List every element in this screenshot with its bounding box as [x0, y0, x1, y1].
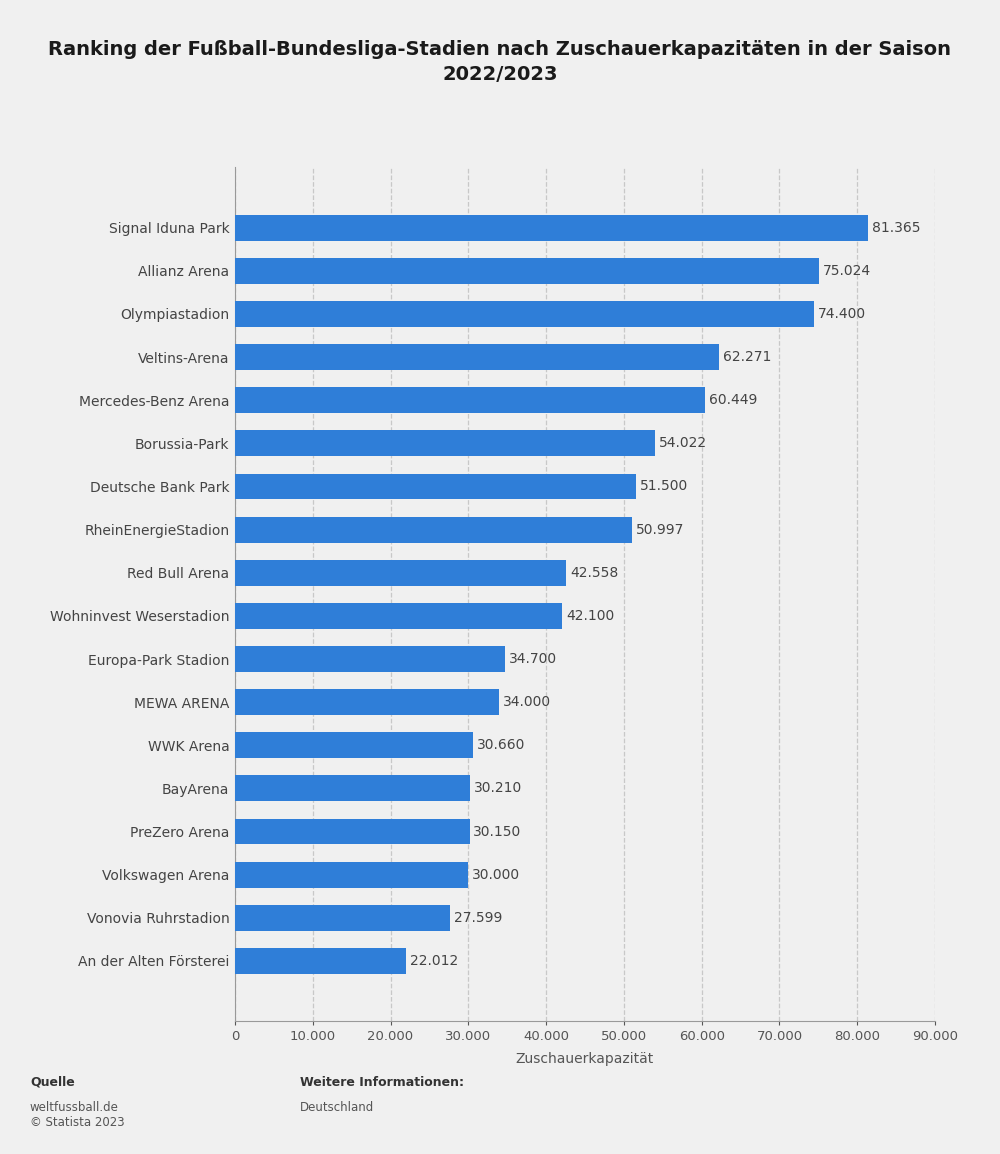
X-axis label: Zuschauerkapazität: Zuschauerkapazität [516, 1051, 654, 1065]
Text: Quelle: Quelle [30, 1076, 75, 1088]
Bar [235, 602, 562, 629]
Bar [235, 301, 814, 327]
Bar [235, 853, 935, 897]
Text: weltfussball.de
© Statista 2023: weltfussball.de © Statista 2023 [30, 1101, 125, 1129]
Text: 30.150: 30.150 [473, 824, 522, 839]
Bar [235, 681, 935, 724]
Text: 30.660: 30.660 [477, 739, 526, 752]
Text: 42.558: 42.558 [570, 565, 618, 579]
Bar [235, 775, 470, 801]
Bar [235, 810, 935, 853]
Bar [235, 257, 819, 284]
Bar [235, 388, 705, 413]
Text: 42.100: 42.100 [566, 609, 615, 623]
Text: 62.271: 62.271 [723, 350, 772, 365]
Bar [235, 939, 935, 982]
Text: 74.400: 74.400 [818, 307, 866, 321]
Bar [235, 465, 935, 508]
Bar [235, 646, 505, 672]
Bar [235, 552, 935, 594]
Bar [235, 292, 935, 336]
Bar [235, 818, 470, 845]
Text: 75.024: 75.024 [822, 264, 871, 278]
Text: 51.500: 51.500 [639, 479, 688, 494]
Bar [235, 637, 935, 681]
Text: 60.449: 60.449 [709, 394, 757, 407]
Bar [235, 862, 468, 887]
Text: Deutschland: Deutschland [300, 1101, 374, 1114]
Bar [235, 594, 935, 637]
Bar [235, 344, 719, 370]
Bar [235, 422, 935, 465]
Bar [235, 560, 566, 586]
Bar [235, 207, 935, 249]
Bar [235, 724, 935, 766]
Bar [235, 766, 935, 810]
Text: 30.210: 30.210 [474, 781, 522, 795]
Text: 30.000: 30.000 [472, 868, 520, 882]
Bar [235, 336, 935, 379]
Bar [235, 249, 935, 292]
Text: 54.022: 54.022 [659, 436, 707, 450]
Text: 34.700: 34.700 [509, 652, 557, 666]
Bar [235, 508, 935, 552]
Text: 22.012: 22.012 [410, 954, 458, 968]
Bar [235, 517, 632, 542]
Bar [235, 473, 636, 500]
Text: Weitere Informationen:: Weitere Informationen: [300, 1076, 464, 1088]
Text: 50.997: 50.997 [636, 523, 684, 537]
Bar [235, 897, 935, 939]
Bar [235, 689, 499, 715]
Text: 27.599: 27.599 [454, 911, 502, 924]
Bar [235, 905, 450, 931]
Text: Ranking der Fußball-Bundesliga-Stadien nach Zuschauerkapazitäten in der Saison
2: Ranking der Fußball-Bundesliga-Stadien n… [48, 40, 952, 84]
Bar [235, 215, 868, 241]
Bar [235, 430, 655, 456]
Bar [235, 947, 406, 974]
Text: 81.365: 81.365 [872, 220, 920, 234]
Bar [235, 733, 473, 758]
Bar [235, 379, 935, 422]
Text: 34.000: 34.000 [503, 695, 551, 710]
